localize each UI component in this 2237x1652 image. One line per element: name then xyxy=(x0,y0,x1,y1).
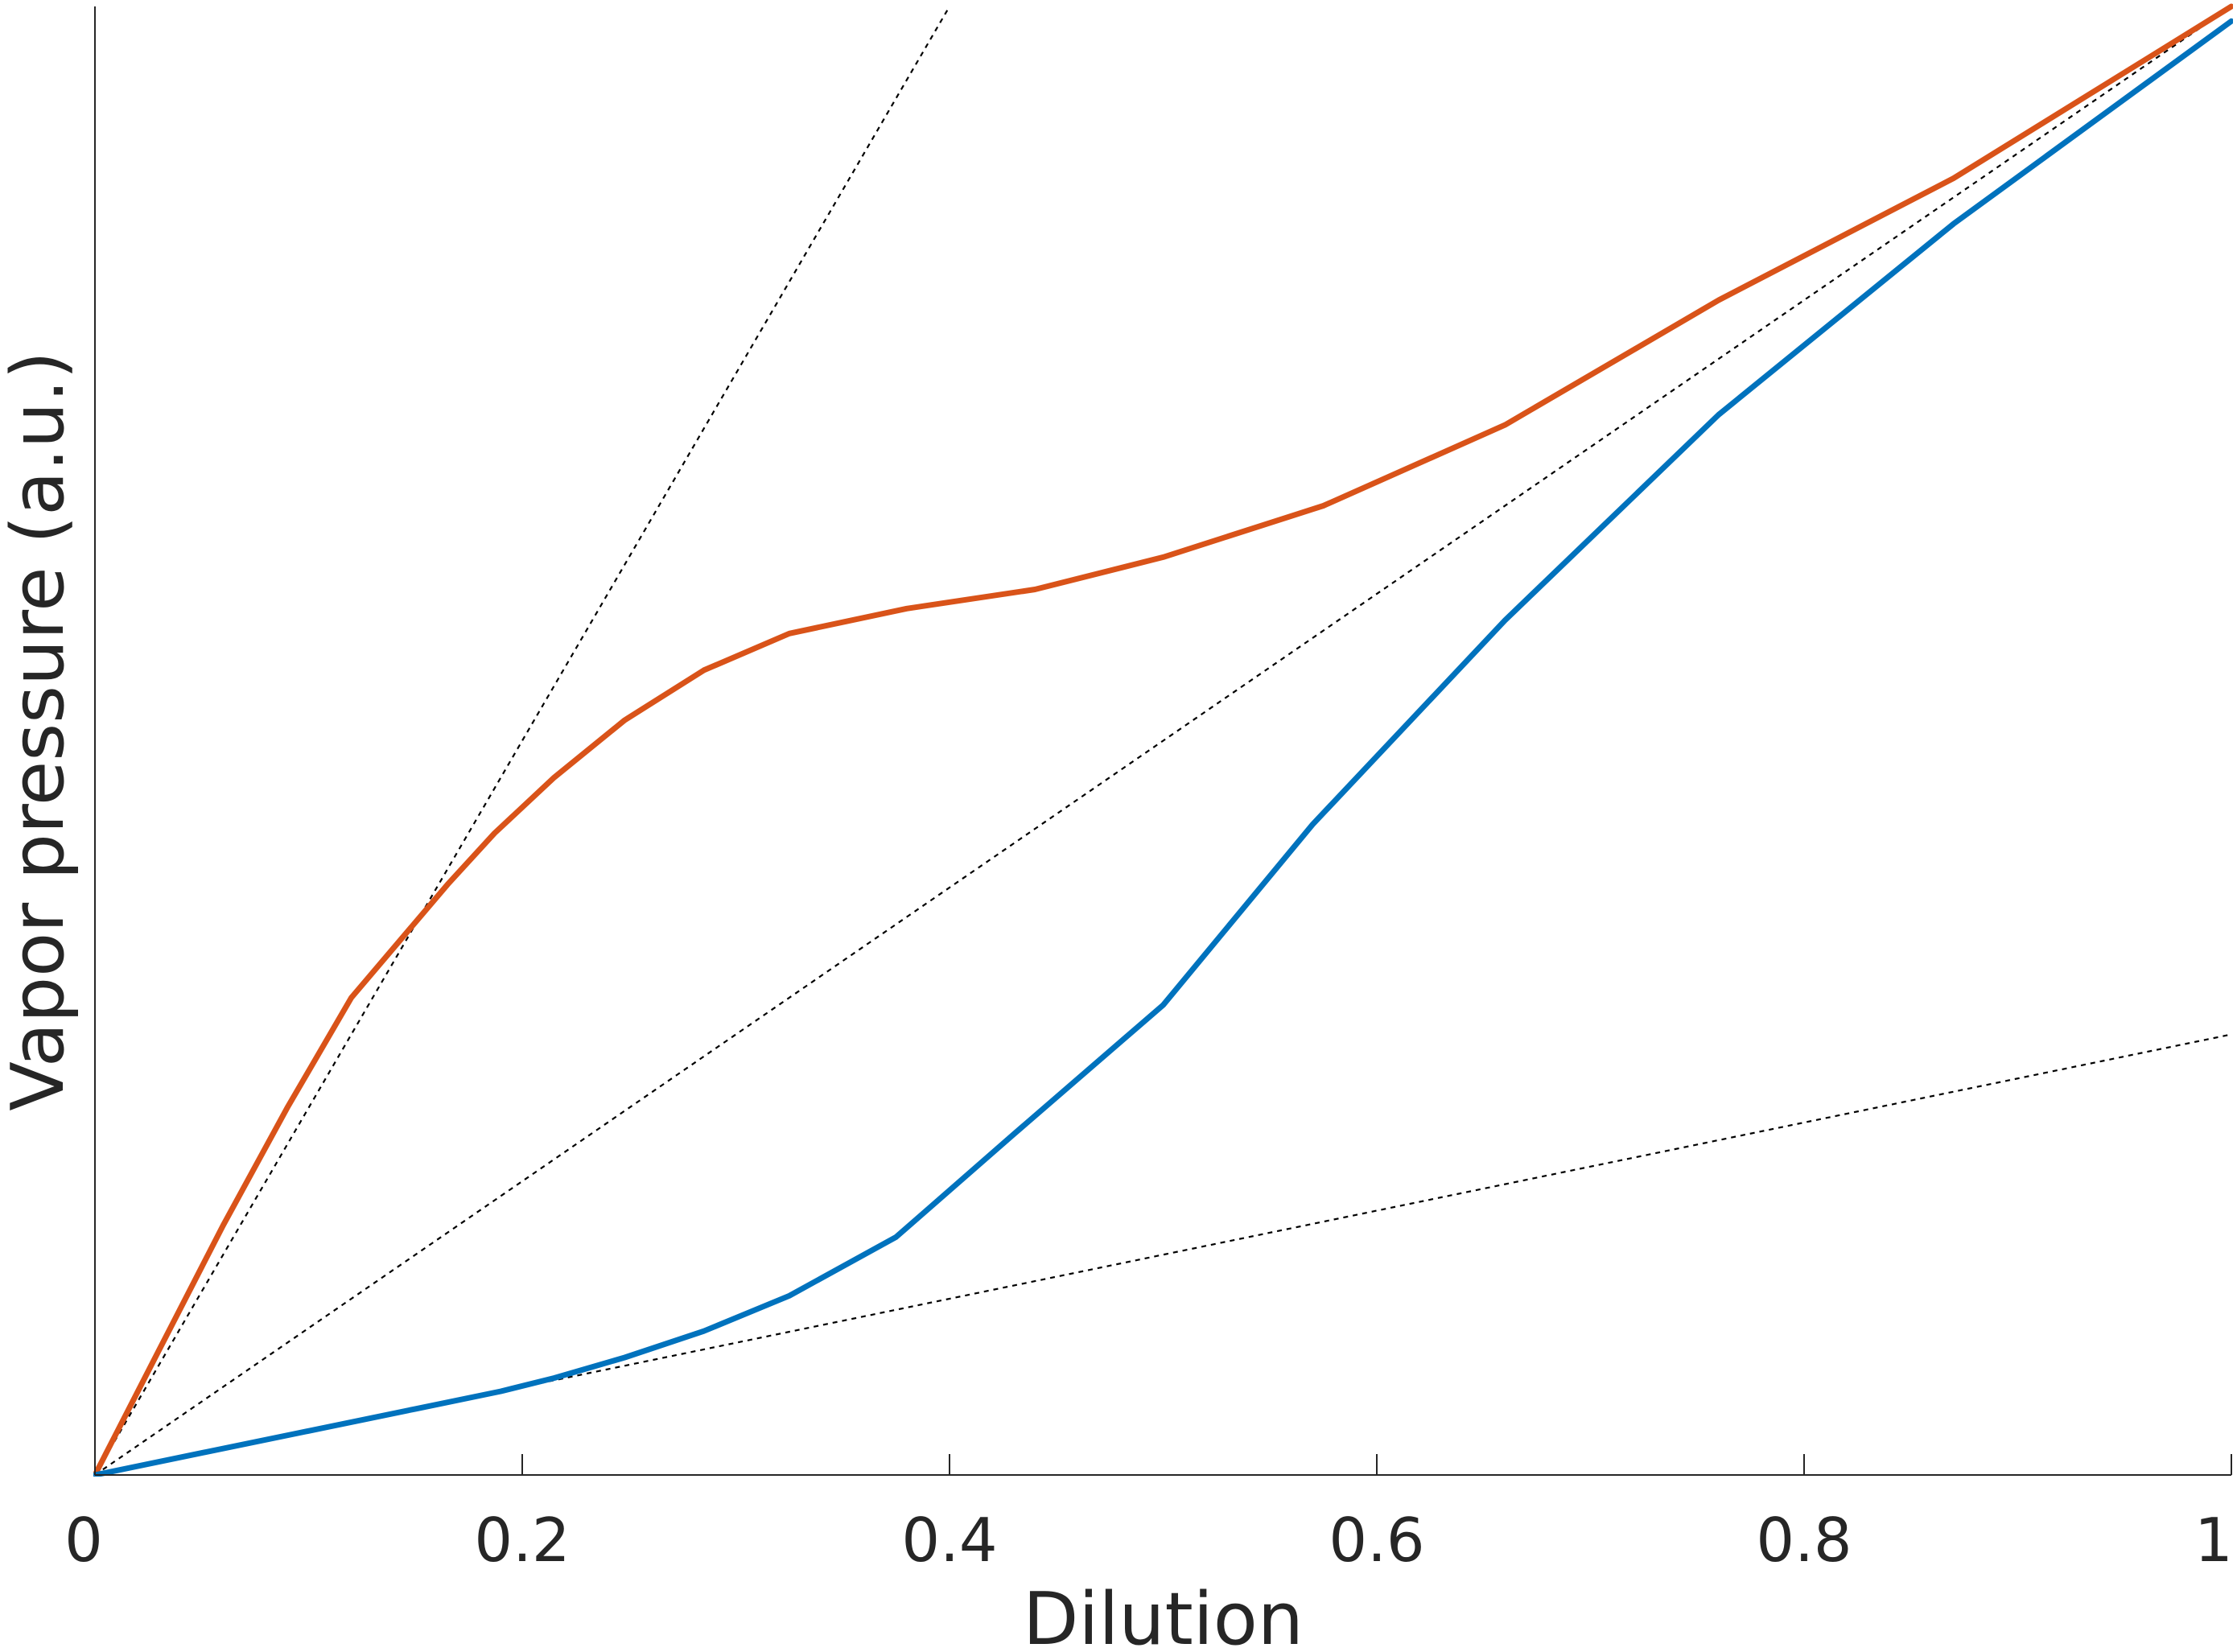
x-tick-label: 0.8 xyxy=(1756,1505,1852,1576)
y-axis-title: Vapor pressure (a.u.) xyxy=(0,351,80,1111)
x-axis-title: Dilution xyxy=(1023,1577,1304,1652)
reference-line-2 xyxy=(94,6,950,1476)
reference-line-4 xyxy=(94,1033,2232,1477)
x-tick-label: 0.6 xyxy=(1329,1505,1424,1576)
x-tick-label: 0 xyxy=(64,1505,103,1576)
plot-area xyxy=(93,3,2233,1477)
x-tick-label: 0.4 xyxy=(901,1505,997,1576)
series-line-0 xyxy=(93,3,2233,1477)
x-tick-label: 1 xyxy=(2194,1505,2233,1576)
series-line-1 xyxy=(93,18,2233,1477)
reference-line-3 xyxy=(94,6,2232,1476)
x-ticks: 0 0.2 0.4 0.6 0.8 1 xyxy=(64,1454,2233,1576)
x-tick-label: 0.2 xyxy=(474,1505,570,1576)
axes: 0 0.2 0.4 0.6 0.8 1 xyxy=(64,6,2233,1576)
